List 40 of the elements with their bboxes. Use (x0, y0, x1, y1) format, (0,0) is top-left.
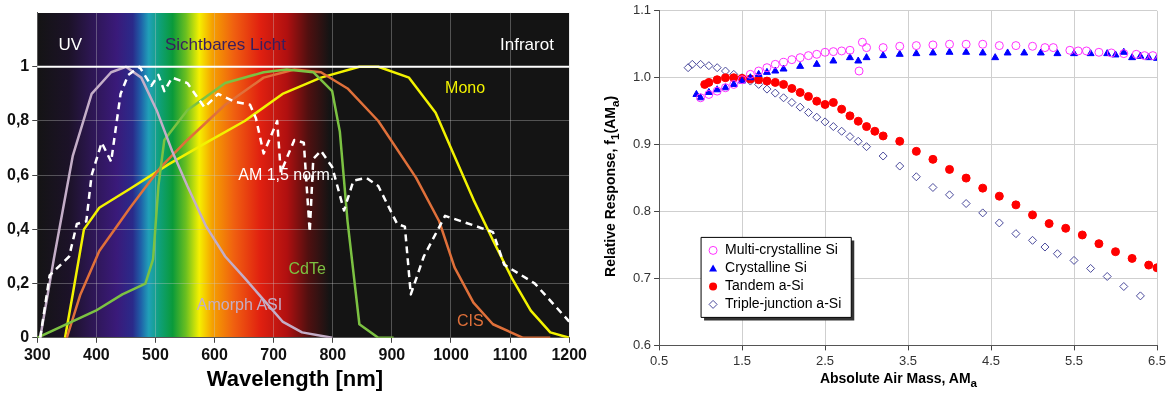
y-tick-label: 0.8 (632, 203, 652, 219)
x-tick-label: 800 (319, 345, 347, 363)
y-tick-label: 0.6 (632, 336, 652, 352)
x-tick-label: 1100 (492, 345, 528, 363)
series-label: CIS (456, 311, 484, 329)
x-tick-label: 0.5 (650, 352, 669, 368)
y-tick-label: 1.0 (632, 69, 652, 85)
x-tick-label: 3.5 (899, 352, 918, 368)
x-tick-label: 4.5 (981, 352, 1001, 368)
y-tick-label: 0,4 (6, 219, 30, 237)
legend-label: Tandem a-Si (725, 277, 804, 294)
annotation: Infrarot (500, 34, 555, 54)
series-label: CdTe (288, 260, 326, 278)
x-tick-label: 300 (23, 345, 51, 363)
y-tick-label: 0.9 (632, 136, 652, 152)
x-tick-label: 5.5 (1064, 352, 1084, 368)
x-tick-label: 2.5 (816, 352, 835, 368)
series-label: Mono (445, 78, 486, 96)
y-tick-label: 0,6 (6, 165, 30, 183)
y-tick-label: 1 (20, 57, 30, 75)
x-tick-label: 1000 (433, 345, 469, 363)
x-tick-label: 900 (378, 345, 406, 363)
x-tick-label: 1.5 (733, 352, 752, 368)
x-tick-label: 400 (83, 345, 110, 363)
x-axis-title: Absolute Air Mass, AM$_{a}$ (818, 370, 979, 389)
x-tick-label: 600 (201, 345, 229, 363)
y-tick-label: 0 (20, 328, 30, 346)
legend-label: Triple-junction a-Si (725, 295, 842, 312)
x-tick-label: 6.5 (1147, 352, 1167, 368)
x-tick-label: 500 (142, 345, 169, 363)
y-tick-label: 0,8 (6, 111, 30, 129)
y-tick-label: 0.7 (632, 270, 652, 286)
x-tick-label: 1200 (551, 345, 588, 363)
annotation: UV (58, 34, 83, 54)
legend-label: Crystalline Si (725, 259, 807, 276)
legend-label: Multi-crystalline Si (725, 241, 838, 258)
y-tick-label: 0,2 (6, 274, 30, 292)
y-tick-label: 1.1 (632, 2, 652, 18)
x-tick-label: 700 (260, 345, 288, 363)
x-axis-title: Wavelength [nm] (205, 366, 385, 392)
